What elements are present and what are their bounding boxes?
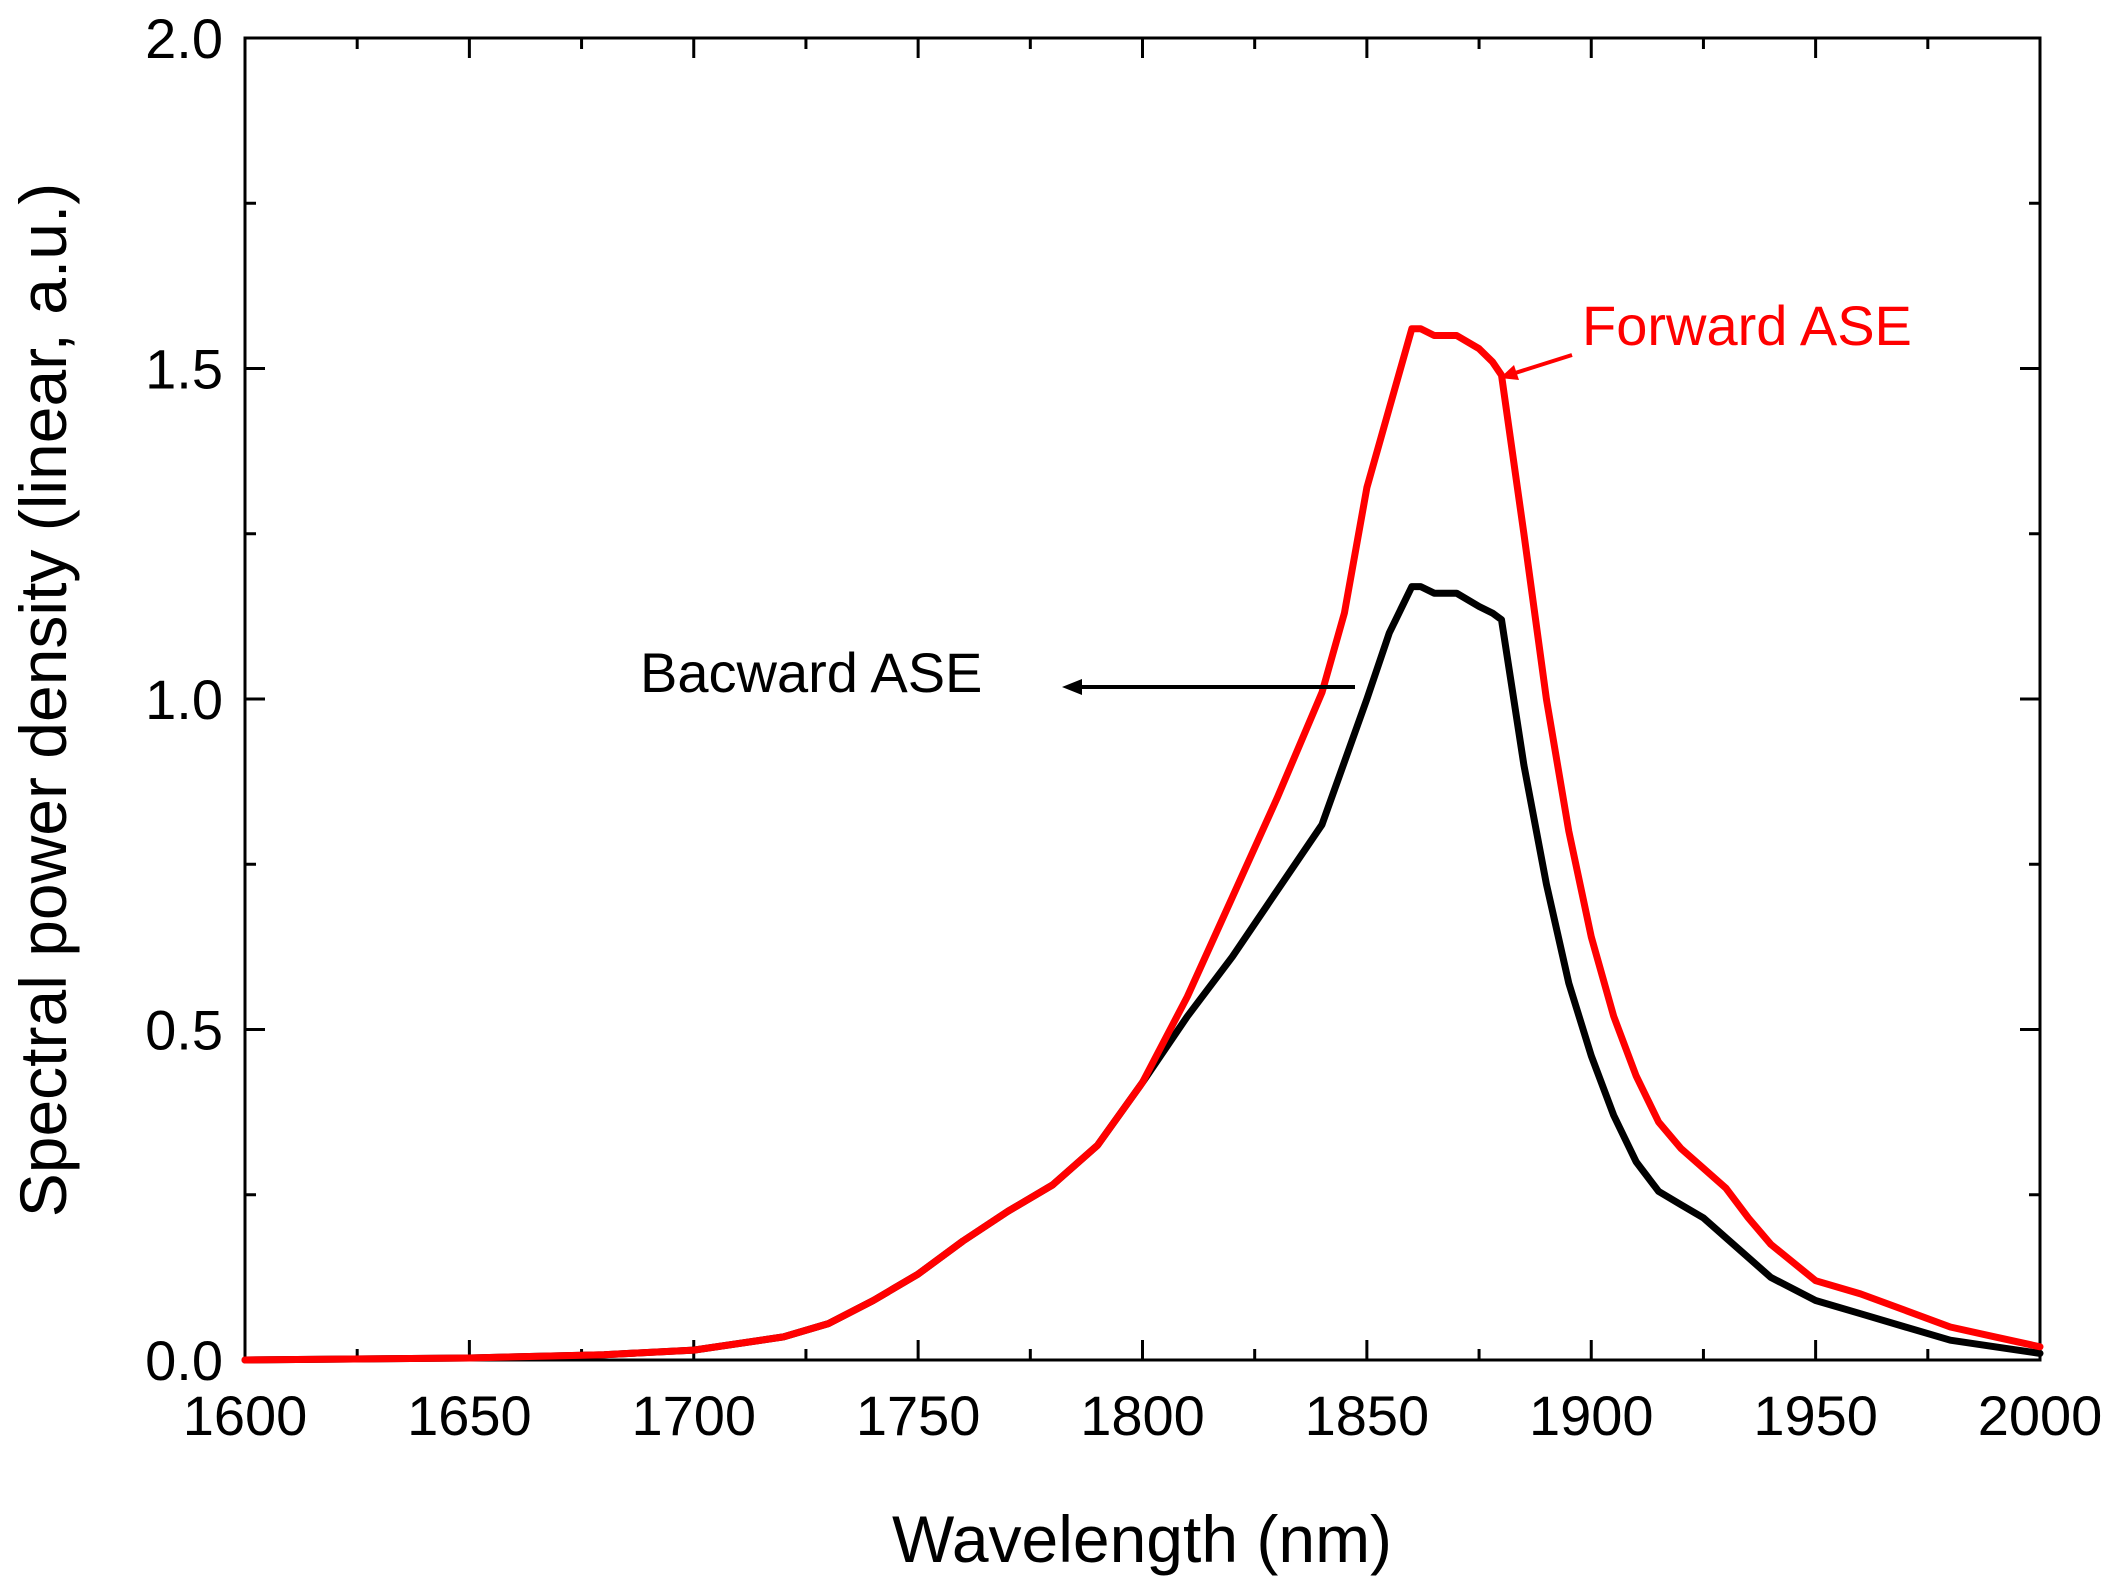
x-tick-label: 1900: [1529, 1384, 1654, 1447]
x-tick-label: 1700: [631, 1384, 756, 1447]
axis-ticks: [243, 36, 2042, 1362]
y-tick-label: 0.0: [145, 1329, 223, 1392]
backward-ase-label: Bacward ASE: [640, 641, 982, 704]
y-tick-label: 1.5: [145, 338, 223, 401]
y-tick-label: 2.0: [145, 7, 223, 70]
forward-ase-label: Forward ASE: [1582, 294, 1912, 357]
forward-ase-arrow: [1500, 353, 1573, 380]
y-tick-label: 0.5: [145, 999, 223, 1062]
plot-frame: [243, 36, 2042, 1362]
y-axis-title: Spectral power density (linear, a.u.): [6, 183, 80, 1218]
axis-tick-labels: 1600 1650 1700 1750 1800 1850 1900 1950 2000 0.0 0…: [145, 7, 2102, 1447]
y-tick-label: 1.0: [145, 668, 223, 731]
x-tick-label: 1850: [1305, 1384, 1430, 1447]
x-tick-label: 1950: [1753, 1384, 1878, 1447]
x-tick-label: 1650: [407, 1384, 532, 1447]
x-tick-label: 1750: [856, 1384, 981, 1447]
x-tick-label: 1600: [183, 1384, 308, 1447]
series-lines: [241, 325, 2044, 1364]
forward-ase-line: [241, 325, 2044, 1364]
backward-ase-arrow: [1062, 679, 1355, 695]
x-axis-title: Wavelength (nm): [892, 1502, 1392, 1576]
x-tick-label: 2000: [1978, 1384, 2103, 1447]
x-tick-label: 1800: [1080, 1384, 1205, 1447]
